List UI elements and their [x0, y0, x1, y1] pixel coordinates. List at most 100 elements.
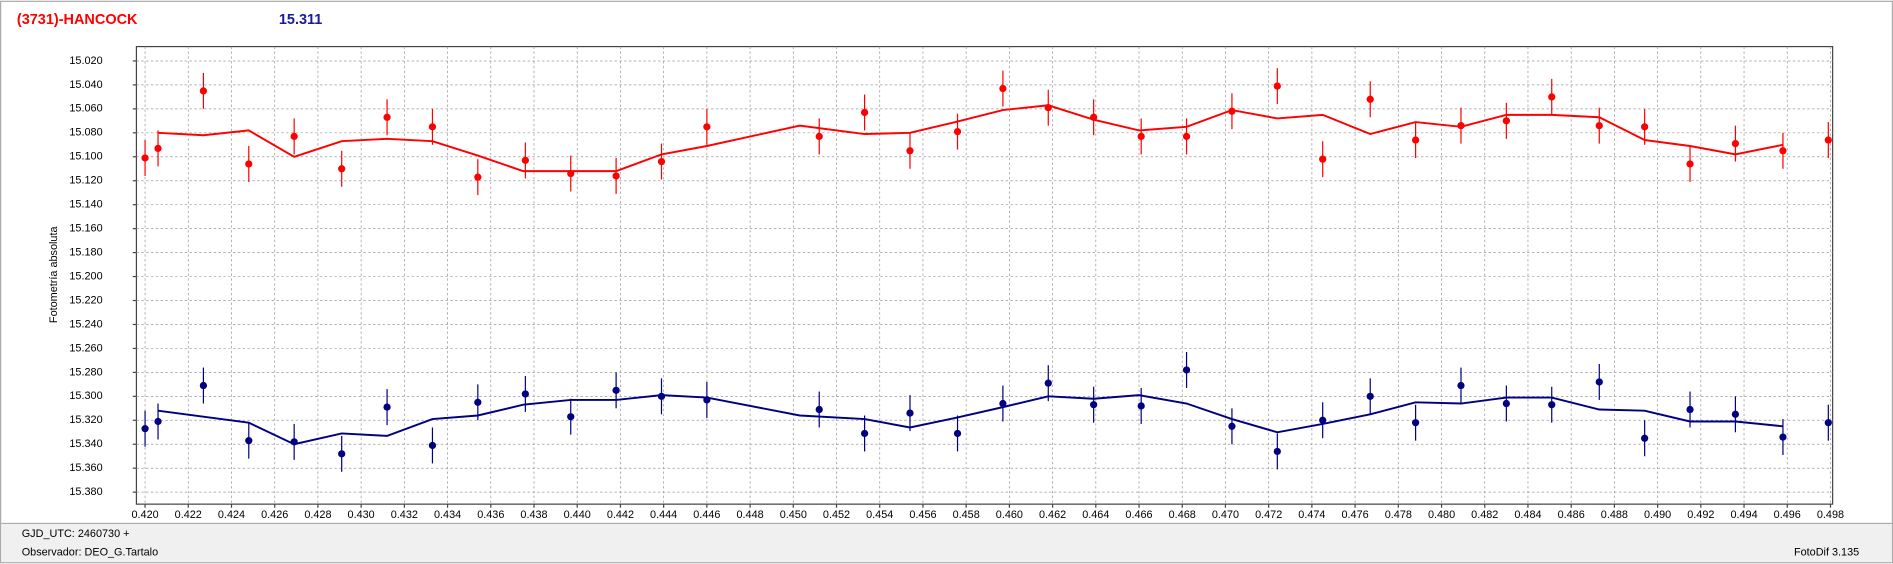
y-tick-label: 15.340 [69, 438, 102, 450]
data-point [199, 381, 208, 390]
x-tick-label: 0.498 [1817, 509, 1844, 521]
data-point [1502, 399, 1510, 408]
x-tick-label: 0.420 [131, 509, 158, 521]
x-tick-label: 0.436 [477, 509, 504, 521]
x-tick-label: 0.446 [693, 509, 720, 521]
data-point [1411, 136, 1420, 144]
x-tick-label: 0.460 [996, 509, 1023, 521]
model-line [157, 104, 1784, 173]
x-tick-label: 0.466 [1125, 509, 1152, 521]
y-tick-label: 15.120 [69, 175, 102, 187]
x-tick-label: 0.486 [1558, 509, 1585, 521]
data-point [474, 173, 482, 181]
data-point [1090, 401, 1098, 409]
y-tick-label: 15.200 [69, 270, 102, 282]
data-point [657, 157, 666, 166]
x-tick-label: 0.468 [1169, 509, 1196, 521]
data-point [999, 84, 1007, 93]
data-point [1228, 422, 1236, 430]
x-tick-label: 0.428 [304, 509, 331, 521]
x-tick-label: 0.422 [175, 509, 202, 521]
status-bar [1, 523, 1892, 563]
y-tick-label: 15.100 [69, 151, 102, 163]
data-point [953, 128, 962, 136]
data-point [428, 123, 437, 131]
data-point [567, 413, 575, 421]
y-tick-label: 15.300 [69, 390, 102, 402]
x-tick-label: 0.438 [520, 509, 547, 521]
y-tick-label: 15.220 [69, 294, 102, 306]
x-tick-label: 0.424 [218, 509, 245, 521]
data-point [1182, 132, 1191, 141]
data-point [521, 156, 529, 164]
x-tick-label: 0.474 [1298, 509, 1325, 521]
data-point [1548, 93, 1556, 101]
data-point [1595, 122, 1603, 130]
y-tick-label: 15.240 [69, 318, 102, 330]
x-tick-label: 0.448 [736, 509, 763, 521]
data-point [141, 154, 149, 162]
data-point [860, 429, 869, 438]
x-tick-label: 0.434 [434, 509, 461, 521]
data-point [338, 165, 346, 173]
y-tick-label: 15.320 [69, 414, 102, 426]
x-tick-label: 0.478 [1385, 509, 1412, 521]
data-point [154, 417, 162, 426]
data-point [612, 172, 620, 180]
y-tick-label: 15.260 [69, 342, 102, 354]
y-tick-label: 15.380 [69, 486, 102, 498]
data-point [1137, 132, 1145, 141]
x-tick-label: 0.456 [909, 509, 936, 521]
data-point [1824, 136, 1832, 144]
data-point [245, 437, 253, 445]
x-tick-label: 0.494 [1730, 509, 1757, 521]
data-point [1273, 447, 1281, 456]
data-point [906, 147, 914, 155]
data-point [1779, 433, 1787, 441]
data-point [1731, 139, 1740, 148]
data-point [1137, 402, 1145, 410]
footer-line: GJD_UTC: 2460730 + [22, 528, 130, 540]
data-point [199, 87, 208, 95]
data-point [141, 425, 149, 433]
data-point [1182, 366, 1191, 374]
x-tick-label: 0.480 [1428, 509, 1455, 521]
y-tick-label: 15.280 [69, 366, 102, 378]
data-point [154, 144, 162, 153]
x-tick-label: 0.432 [391, 509, 418, 521]
data-point [1044, 379, 1052, 387]
data-point [1273, 82, 1281, 90]
data-point [1548, 401, 1556, 409]
x-tick-label: 0.440 [564, 509, 591, 521]
x-tick-label: 0.490 [1644, 509, 1671, 521]
chart-subtitle: 15.311 [279, 12, 322, 28]
data-point [1641, 434, 1649, 442]
x-tick-label: 0.430 [348, 509, 375, 521]
x-tick-label: 0.482 [1471, 509, 1498, 521]
data-point [1457, 381, 1465, 390]
y-tick-label: 15.160 [69, 223, 102, 235]
footer-line: Observador: DEO_G.Tartalo [22, 546, 158, 558]
x-tick-label: 0.442 [607, 509, 634, 521]
data-point [1366, 392, 1374, 400]
data-point [1731, 410, 1740, 418]
data-point [999, 399, 1007, 408]
version: FotoDif 3.135 [1794, 546, 1859, 558]
data-point [1411, 419, 1420, 427]
y-tick-label: 15.180 [69, 246, 102, 258]
data-point [290, 132, 298, 141]
x-tick-label: 0.492 [1687, 509, 1714, 521]
data-point [906, 409, 914, 417]
data-point [338, 450, 346, 458]
x-tick-label: 0.464 [1082, 509, 1109, 521]
data-point [383, 113, 391, 121]
data-point [1502, 117, 1510, 125]
data-point [1641, 123, 1649, 131]
model-line [157, 394, 1784, 446]
data-point [1595, 378, 1603, 386]
data-point [1824, 419, 1832, 427]
x-tick-label: 0.452 [823, 509, 850, 521]
y-tick-label: 15.060 [69, 103, 102, 115]
